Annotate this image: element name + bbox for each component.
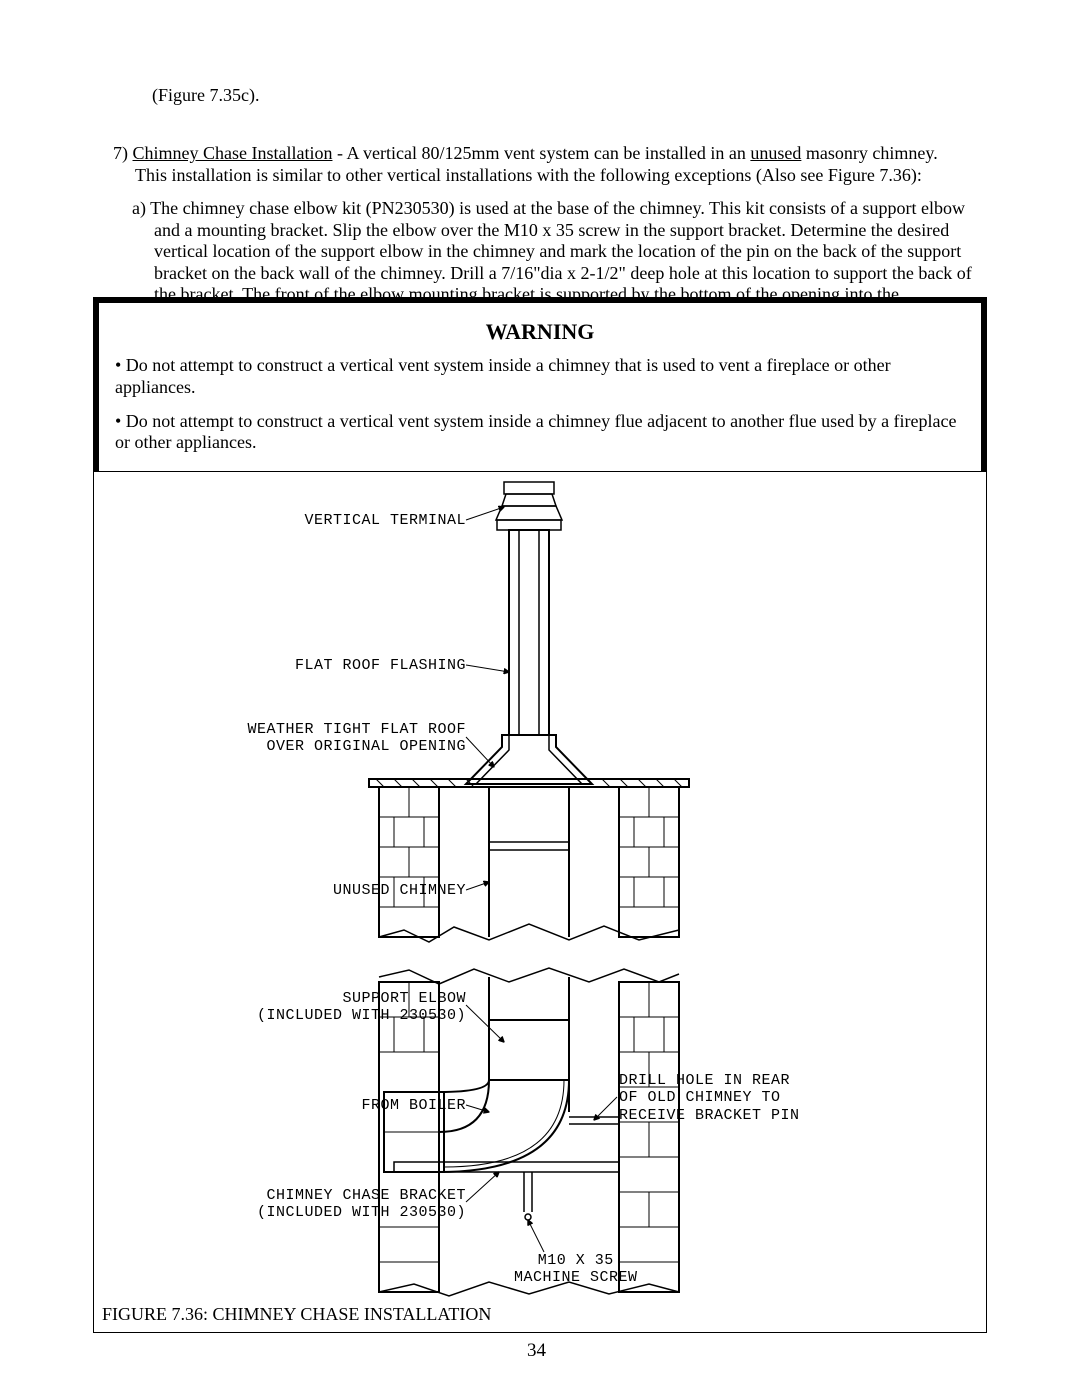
warning-title: WARNING [115,319,965,345]
chimney-diagram [94,472,984,1332]
para7-line2: This installation is similar to other ve… [135,165,922,185]
para7-title: Chimney Chase Installation [133,143,333,163]
figure-reference: (Figure 7.35c). [152,85,259,107]
para7-unused: unused [750,143,801,163]
warning-item-1: • Do not attempt to construct a vertical… [115,355,965,398]
warning-box: WARNING • Do not attempt to construct a … [93,297,987,490]
warning-item-2: • Do not attempt to construct a vertical… [115,411,965,454]
page-number: 34 [527,1340,546,1363]
para-a-text: The chimney chase elbow kit (PN230530) i… [150,198,972,304]
list-number: 7) [113,143,133,163]
document-page: (Figure 7.35c). 7) Chimney Chase Install… [0,0,1080,1397]
paragraph-7: 7) Chimney Chase Installation - A vertic… [113,143,983,186]
figure-7-36-frame: VERTICAL TERMINAL FLAT ROOF FLASHING WEA… [93,471,987,1333]
figure-caption: FIGURE 7.36: CHIMNEY CHASE INSTALLATION [102,1304,491,1326]
list-letter: a) [132,198,150,218]
paragraph-a: a) The chimney chase elbow kit (PN230530… [132,198,987,306]
para7-after-title: - A vertical 80/125mm vent system can be… [332,143,750,163]
para7-rest1: masonry chimney. [801,143,937,163]
